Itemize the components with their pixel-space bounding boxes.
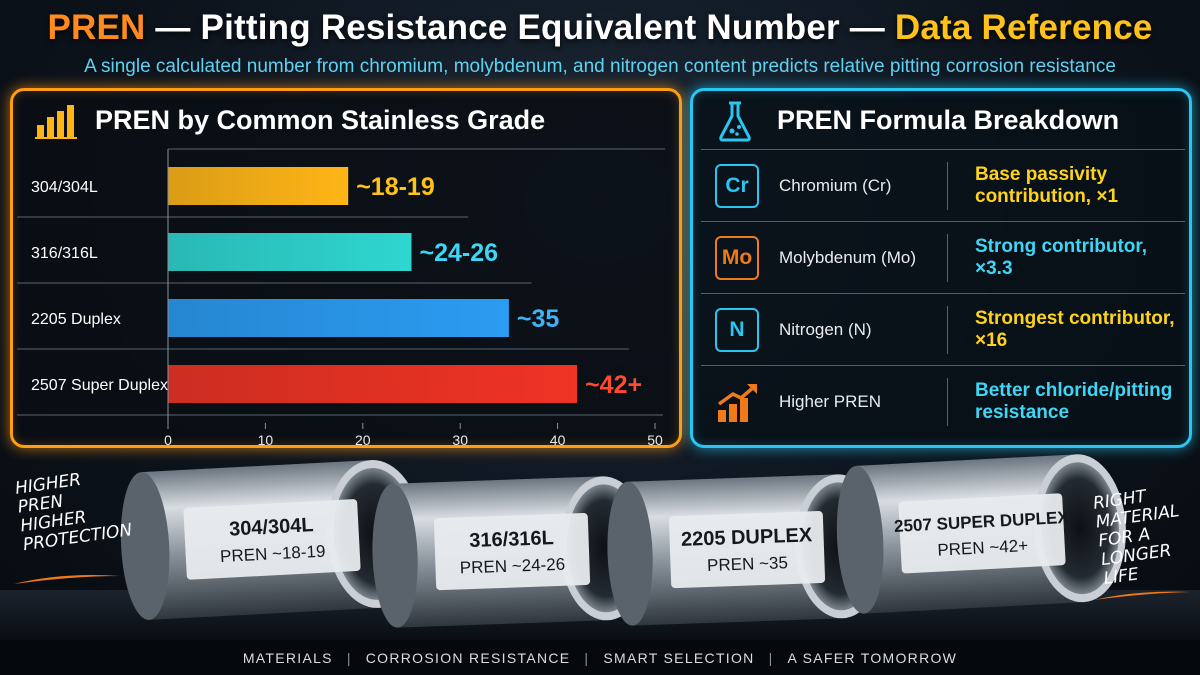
pipe-back-end bbox=[607, 481, 653, 626]
footer-item: MATERIALS bbox=[242, 649, 333, 666]
nitrogen-symbol: N bbox=[715, 308, 759, 352]
formula-row-chromium: Cr Chromium (Cr) Base passivity contribu… bbox=[701, 149, 1185, 221]
pipe-grade-label: 304/304L bbox=[229, 514, 315, 540]
tick-label: 40 bbox=[550, 432, 566, 445]
molybdenum-symbol: Mo bbox=[715, 236, 759, 280]
tick-label: 0 bbox=[164, 432, 172, 445]
pipe-grade-label: 2205 DUPLEX bbox=[681, 524, 814, 551]
footer-separator: | bbox=[768, 649, 774, 666]
pipe-back-end bbox=[120, 472, 170, 620]
tick-label: 20 bbox=[355, 432, 371, 445]
category-label: 2205 Duplex bbox=[31, 311, 121, 328]
pipe-label-plate bbox=[183, 499, 361, 580]
pipe-label-plate bbox=[668, 511, 826, 589]
pipe-back-end bbox=[372, 483, 418, 628]
footer-separator: | bbox=[346, 649, 352, 666]
category-label: 304/304L bbox=[31, 179, 98, 196]
data-label: ~35 bbox=[517, 305, 560, 333]
slogan-left: HIGHER PREN HIGHER PROTECTION bbox=[14, 464, 136, 556]
data-label: ~42+ bbox=[585, 371, 642, 399]
swoosh-decoration bbox=[14, 575, 120, 584]
formula-panel-title: PREN Formula Breakdown bbox=[777, 105, 1120, 135]
data-label: ~24-26 bbox=[420, 239, 499, 267]
pipe-grade-label: 316/316L bbox=[469, 527, 554, 552]
tick-label: 30 bbox=[452, 432, 468, 445]
formula-row-nitrogen: N Nitrogen (N) Strongest contributor, ×1… bbox=[701, 293, 1185, 365]
category-label: 2507 Super Duplex bbox=[31, 377, 168, 394]
footer-item: SMART SELECTION bbox=[603, 649, 755, 666]
pipe-back-end bbox=[836, 465, 884, 614]
title-reference: Data Reference bbox=[894, 8, 1153, 47]
divider bbox=[947, 234, 948, 282]
bar-chart-icon bbox=[35, 105, 77, 139]
divider bbox=[947, 162, 948, 210]
page-title: PREN — Pitting Resistance Equivalent Num… bbox=[0, 8, 1200, 48]
footer-item: CORROSION RESISTANCE bbox=[365, 649, 571, 666]
swoosh-decoration bbox=[1094, 591, 1190, 600]
element-description: Base passivity contribution, ×1 bbox=[975, 164, 1119, 207]
formula-panel: PREN Formula Breakdown Cr Chromium (Cr) … bbox=[690, 88, 1192, 448]
chart-panel: PREN by Common Stainless Grade 304/304L ~… bbox=[10, 88, 682, 448]
slogan-right: RIGHT MATERIAL FOR A LONGER LIFE bbox=[1092, 480, 1200, 590]
element-name: Molybdenum (Mo) bbox=[779, 248, 916, 267]
divider bbox=[947, 306, 948, 354]
element-description: Better chloride/pitting resistance bbox=[975, 380, 1173, 423]
title-main: — Pitting Resistance Equivalent Number — bbox=[145, 8, 895, 47]
element-name: Nitrogen (N) bbox=[779, 320, 872, 339]
category-label: 316/316L bbox=[31, 245, 98, 262]
divider bbox=[947, 378, 948, 426]
formula-row-molybdenum: Mo Molybdenum (Mo) Strong contributor, ×… bbox=[701, 221, 1185, 293]
pipe-label-plate bbox=[433, 513, 591, 591]
chart-panel-title: PREN by Common Stainless Grade bbox=[95, 105, 546, 135]
element-description: Strongest contributor, ×16 bbox=[975, 308, 1175, 351]
element-name: Higher PREN bbox=[779, 392, 882, 411]
element-name: Chromium (Cr) bbox=[779, 176, 892, 195]
footer-bar: MATERIALS | CORROSION RESISTANCE | SMART… bbox=[0, 640, 1200, 675]
chromium-symbol: Cr bbox=[715, 164, 759, 208]
footer-separator: | bbox=[584, 649, 590, 666]
tick-label: 50 bbox=[647, 432, 663, 445]
bar bbox=[168, 167, 349, 205]
data-label: ~18-19 bbox=[356, 173, 435, 201]
tick-label: 10 bbox=[258, 432, 274, 445]
pipe-pren-label: PREN ~42+ bbox=[937, 536, 1029, 560]
footer-item: A SAFER TOMORROW bbox=[787, 649, 958, 666]
page-subtitle: A single calculated number from chromium… bbox=[84, 56, 1116, 77]
formula-row-higher-pren: Higher PREN Better chloride/pitting resi… bbox=[701, 365, 1185, 437]
pipe-label-plate bbox=[898, 493, 1066, 574]
pipe-pren-label: PREN ~35 bbox=[707, 553, 788, 575]
flask-icon bbox=[719, 101, 751, 142]
title-acronym: PREN bbox=[47, 8, 146, 47]
trend-up-icon bbox=[717, 384, 757, 422]
pipe-pren-label: PREN ~24-26 bbox=[460, 555, 566, 578]
bar bbox=[168, 299, 509, 337]
bar bbox=[168, 365, 578, 403]
element-description: Strong contributor, ×3.3 bbox=[975, 236, 1148, 279]
bar bbox=[168, 233, 412, 271]
pren-bar-chart: 304/304L ~18-19 316/316L ~24-26 2205 Duplex ~… bbox=[17, 148, 665, 445]
